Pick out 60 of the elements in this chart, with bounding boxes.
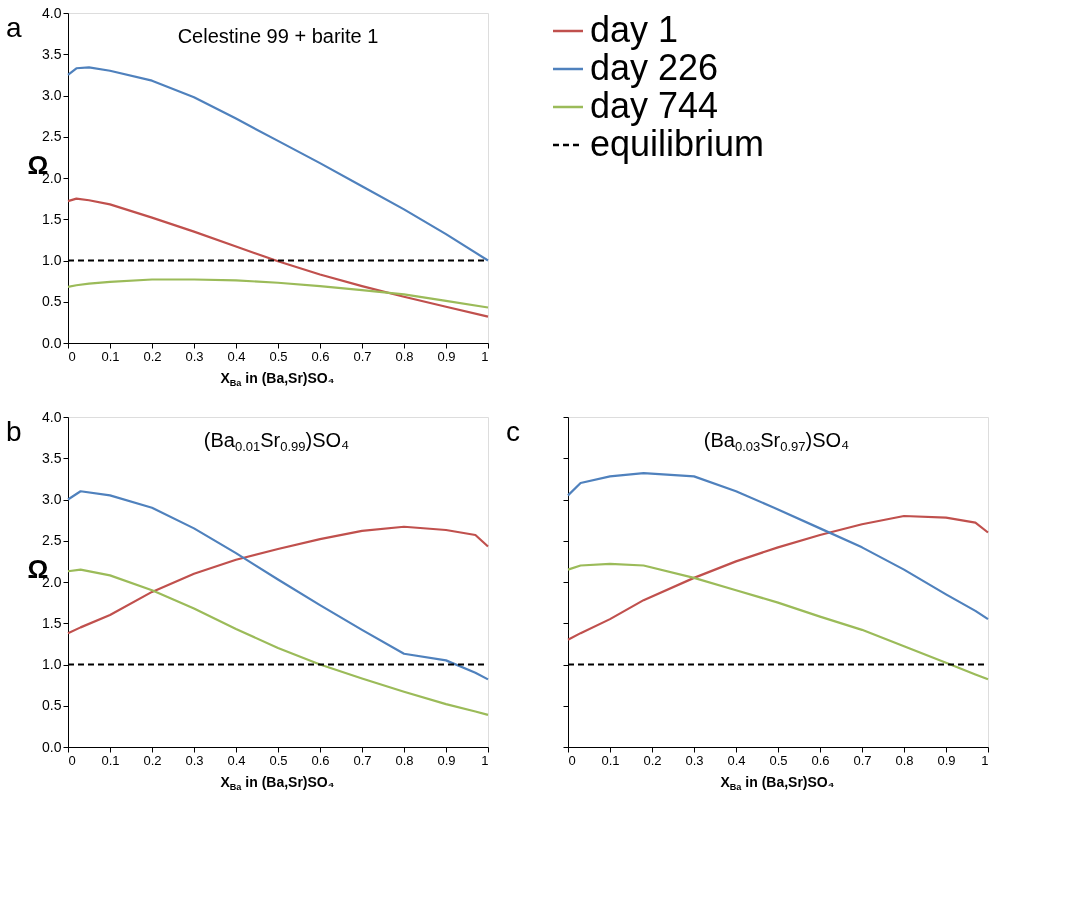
- x-tick-label: 0.7: [353, 752, 372, 768]
- x-tick-label: 0.6: [311, 752, 330, 768]
- y-tick-label: 2.5: [42, 128, 62, 145]
- x-tick-label: 0.2: [143, 752, 162, 768]
- x-tick-label: 0.2: [643, 752, 662, 768]
- y-tick-label: 3.0: [42, 87, 62, 103]
- x-tick-label: 1: [981, 752, 989, 768]
- line-series: [66, 66, 490, 262]
- y-tick-label: 1.0: [42, 656, 62, 672]
- x-tick-label: 0.4: [727, 752, 746, 768]
- text: Celestine 99 + barite 1: [177, 25, 379, 47]
- x-tick-label: 0.1: [601, 752, 620, 768]
- y-tick-label: 0.0: [42, 738, 62, 755]
- y-tick-label: 1.5: [42, 614, 62, 631]
- y-tick-label: 1.0: [42, 252, 62, 268]
- x-tick-label: 0.8: [895, 752, 914, 768]
- x-tick-label: 0.5: [269, 752, 288, 768]
- x-tick-label: 0.5: [769, 752, 788, 768]
- y-tick-label: 1.5: [42, 210, 62, 227]
- x-tick-label: 0.9: [437, 348, 456, 364]
- x-tick-label: 0: [68, 752, 76, 768]
- x-tick-label: 0.6: [311, 348, 330, 364]
- x-tick-label: 0.8: [395, 348, 414, 364]
- x-tick-label: 0.7: [853, 752, 872, 768]
- line-series: [66, 568, 490, 716]
- y-tick-label: 2.5: [42, 532, 62, 549]
- x-tick-label: 0.9: [937, 752, 956, 768]
- text: c: [506, 416, 520, 447]
- y-tick-label: 3.5: [42, 45, 62, 62]
- text: a: [6, 12, 22, 43]
- x-tick-label: 0.4: [227, 348, 246, 364]
- y-tick-label: 3.0: [42, 491, 62, 507]
- x-tick-label: 1: [481, 348, 489, 364]
- x-tick-label: 0.4: [227, 752, 246, 768]
- legend-label: day 1: [590, 9, 679, 50]
- x-tick-label: 0: [568, 752, 576, 768]
- y-tick-label: 0.0: [42, 334, 62, 351]
- line-series: [66, 525, 490, 635]
- y-tick-label: 0.5: [42, 293, 62, 310]
- x-tick-label: 0.9: [437, 752, 456, 768]
- text: b: [6, 416, 22, 447]
- x-tick-label: 0.3: [685, 752, 704, 768]
- y-tick-label: 3.5: [42, 449, 62, 466]
- line-series: [66, 490, 490, 681]
- x-tick-label: 0.5: [269, 348, 288, 364]
- line-series: [66, 278, 490, 309]
- x-tick-label: 0.7: [353, 348, 372, 364]
- x-tick-label: 0.2: [143, 348, 162, 364]
- x-tick-label: 0.3: [185, 348, 204, 364]
- x-tick-label: 0.1: [101, 752, 120, 768]
- x-tick-label: 0: [68, 348, 76, 364]
- y-tick-label: 4.0: [42, 4, 62, 21]
- x-tick-label: 0.6: [811, 752, 830, 768]
- line-series: [66, 197, 490, 318]
- x-tick-label: 0.1: [101, 348, 120, 364]
- x-tick-label: 1: [481, 752, 489, 768]
- x-tick-label: 0.3: [185, 752, 204, 768]
- y-tick-label: 4.0: [42, 408, 62, 425]
- x-tick-label: 0.8: [395, 752, 414, 768]
- y-tick-label: 0.5: [42, 697, 62, 714]
